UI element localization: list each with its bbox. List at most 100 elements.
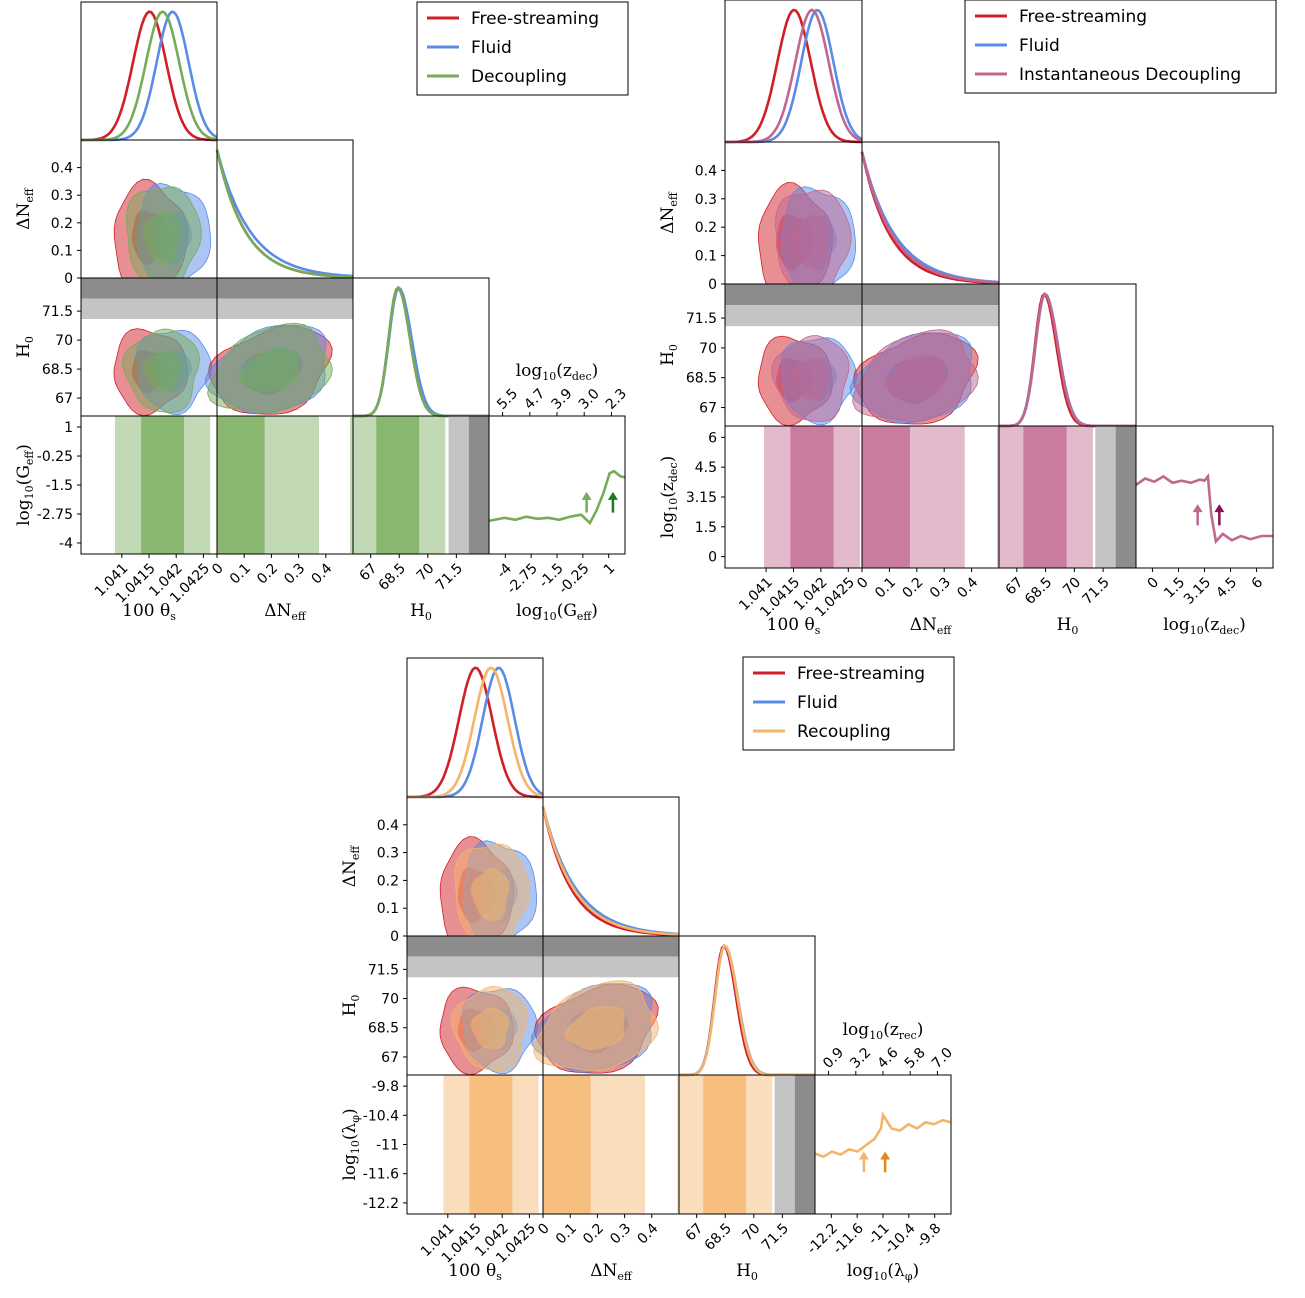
- tick-label: 0.3: [607, 1220, 634, 1247]
- tick-label: 3.2: [847, 1045, 874, 1072]
- legend-entry: Free-streaming: [471, 9, 599, 29]
- tick-label: 68.5: [702, 1220, 735, 1253]
- legend-frame: [964, 0, 1277, 94]
- tick-label: 0.1: [377, 901, 399, 917]
- tick-label: 6: [708, 430, 717, 446]
- panel-neff-vs-neff: [860, 141, 1000, 285]
- arrow-head: [1214, 504, 1225, 513]
- tick-label: -0.25: [37, 449, 73, 465]
- h0-band-light: [725, 305, 862, 327]
- axis-label: ΔNeff: [910, 615, 953, 637]
- tick-label: 4.5: [695, 460, 717, 476]
- axis-label: log10(Geff): [14, 444, 36, 526]
- tick-label: 68.5: [376, 560, 409, 593]
- legend-entry: Fluid: [471, 38, 512, 58]
- tick-label: 0.2: [377, 873, 399, 889]
- panel-h0-vs-theta: [724, 283, 863, 427]
- h0-band-light: [774, 1075, 795, 1214]
- posterior-line: [999, 292, 1136, 428]
- axis-label: ΔNeff: [590, 1261, 633, 1283]
- axis-label: ΔNeff: [340, 845, 362, 888]
- panel-h0-vs-theta: [80, 277, 218, 417]
- arrow-head: [880, 1151, 891, 1160]
- contour-68: [791, 356, 831, 400]
- tick-label: 0.4: [51, 161, 73, 177]
- legend-entry: Free-streaming: [797, 664, 925, 684]
- axis-label: 100 θs: [448, 1261, 502, 1283]
- tick-label: 70: [699, 341, 717, 357]
- tick-label: 0: [708, 550, 717, 566]
- arrow-head: [607, 491, 618, 500]
- posterior-line: [81, 10, 218, 142]
- axis-label: log10(Geff): [516, 601, 598, 623]
- h0-band-dark: [1115, 426, 1136, 568]
- tick-label: 0.3: [377, 846, 399, 862]
- tick-label: 71.5: [42, 304, 73, 320]
- tick-label: -10.4: [363, 1108, 399, 1124]
- tick-label: 67: [55, 391, 73, 407]
- tick-label: 0: [390, 929, 399, 945]
- axis-label: 100 θs: [767, 615, 821, 637]
- tick-label: 0.1: [553, 1220, 580, 1247]
- posterior-line: [488, 469, 626, 526]
- panel-neff-vs-neff: [215, 139, 354, 279]
- axis-label: log10(zrec): [843, 1020, 924, 1042]
- legend: Free-streaming Fluid Decoupling: [416, 1, 629, 96]
- legend: Free-streaming Fluid Recoupling: [742, 656, 955, 751]
- panel-theta-vs-theta: [724, 0, 863, 144]
- contour-68: [470, 867, 510, 921]
- h0-band-dark: [407, 936, 543, 957]
- tick-label: 4.7: [521, 386, 548, 413]
- panel-frame: [80, 1, 218, 141]
- posterior-line: [1135, 473, 1273, 545]
- tick-label: 2.3: [603, 386, 630, 413]
- tick-label: 71.5: [759, 1220, 792, 1253]
- posterior-line: [407, 666, 544, 799]
- h0-band-dark: [81, 278, 217, 299]
- tick-label: 3.9: [549, 386, 576, 413]
- tick-label: 6: [1249, 574, 1267, 592]
- tick-label: 0.1: [872, 574, 899, 601]
- h0-band-dark: [862, 284, 999, 306]
- tick-label: 0.2: [254, 560, 281, 587]
- posterior-line: [81, 10, 218, 142]
- axis-label: H0: [736, 1261, 758, 1283]
- panel-h0-vs-neff: [204, 277, 354, 417]
- tick-label: 3.15: [1181, 574, 1214, 607]
- panel-h0-vs-theta: [406, 935, 544, 1076]
- tick-label: 0: [209, 560, 227, 578]
- tick-label: 0.4: [309, 560, 336, 587]
- axis-label: H0: [410, 601, 432, 623]
- tick-label: 0.1: [51, 243, 73, 259]
- tick-label: 0.2: [51, 216, 73, 232]
- contour-68: [142, 210, 181, 264]
- panel-h0-vs-h0: [678, 935, 816, 1077]
- legend-entry: Fluid: [1019, 36, 1060, 56]
- panel-theta-vs-theta: [80, 1, 218, 142]
- tick-label: 0: [1145, 574, 1163, 592]
- arrow-head: [581, 491, 592, 500]
- tick-label: -0.25: [556, 560, 593, 597]
- tick-label: 0: [854, 574, 872, 592]
- panel-extra-vs-theta: [80, 415, 218, 555]
- h0-band-light: [81, 298, 217, 320]
- posterior-line: [725, 8, 863, 144]
- tick-label: 0.1: [227, 560, 254, 587]
- h0-band-light: [543, 956, 679, 978]
- axis-label: log10(λφ): [847, 1261, 919, 1283]
- contour-68: [376, 416, 420, 554]
- tick-label: 71.5: [433, 560, 466, 593]
- tick-label: 5.5: [494, 386, 521, 413]
- contour-68: [791, 214, 831, 269]
- panel-neff-vs-theta: [406, 796, 544, 953]
- h0-band-light: [862, 305, 999, 327]
- contour-68: [470, 1007, 510, 1050]
- h0-band-dark: [794, 1075, 815, 1214]
- tick-label: 3.0: [576, 386, 603, 413]
- panel-extra-vs-h0: [677, 1074, 816, 1215]
- arrow-head: [1192, 504, 1203, 513]
- axis-label: log10(zdec): [516, 361, 599, 383]
- legend-entry: Free-streaming: [1019, 7, 1147, 27]
- contour-68: [142, 349, 181, 392]
